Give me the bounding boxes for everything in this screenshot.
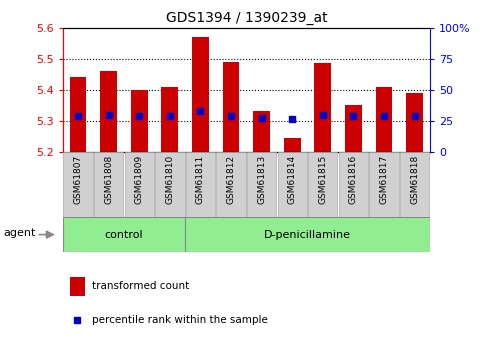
FancyBboxPatch shape [125, 152, 154, 217]
Text: agent: agent [3, 228, 36, 238]
Title: GDS1394 / 1390239_at: GDS1394 / 1390239_at [166, 11, 327, 25]
Bar [345, 105, 362, 152]
Text: transformed count: transformed count [92, 281, 189, 291]
FancyBboxPatch shape [339, 152, 368, 217]
Text: control: control [105, 230, 143, 239]
Text: GSM61812: GSM61812 [227, 155, 236, 204]
Bar [314, 63, 331, 152]
Text: GSM61813: GSM61813 [257, 155, 266, 204]
Bar [70, 277, 85, 296]
Text: GSM61816: GSM61816 [349, 155, 358, 204]
Bar [192, 37, 209, 152]
Text: D-penicillamine: D-penicillamine [264, 230, 351, 239]
FancyBboxPatch shape [155, 152, 185, 217]
Text: GSM61818: GSM61818 [410, 155, 419, 204]
Text: GSM61814: GSM61814 [288, 155, 297, 204]
FancyBboxPatch shape [247, 152, 276, 217]
Bar [284, 138, 300, 152]
Bar [376, 87, 392, 152]
FancyBboxPatch shape [63, 217, 185, 252]
Bar [223, 62, 240, 152]
FancyBboxPatch shape [185, 217, 430, 252]
Text: GSM61815: GSM61815 [318, 155, 327, 204]
FancyBboxPatch shape [278, 152, 307, 217]
FancyBboxPatch shape [63, 152, 93, 217]
FancyBboxPatch shape [369, 152, 398, 217]
Text: GSM61809: GSM61809 [135, 155, 144, 204]
Bar [100, 71, 117, 152]
Bar [131, 90, 148, 152]
FancyBboxPatch shape [186, 152, 215, 217]
Text: GSM61810: GSM61810 [165, 155, 174, 204]
Bar [161, 87, 178, 152]
FancyBboxPatch shape [400, 152, 429, 217]
Bar [406, 93, 423, 152]
Text: GSM61811: GSM61811 [196, 155, 205, 204]
Text: GSM61808: GSM61808 [104, 155, 113, 204]
Text: percentile rank within the sample: percentile rank within the sample [92, 315, 268, 325]
Text: GSM61807: GSM61807 [73, 155, 83, 204]
Text: GSM61817: GSM61817 [380, 155, 388, 204]
FancyBboxPatch shape [216, 152, 246, 217]
FancyBboxPatch shape [94, 152, 123, 217]
FancyBboxPatch shape [308, 152, 338, 217]
Bar [253, 111, 270, 152]
Bar [70, 77, 86, 152]
